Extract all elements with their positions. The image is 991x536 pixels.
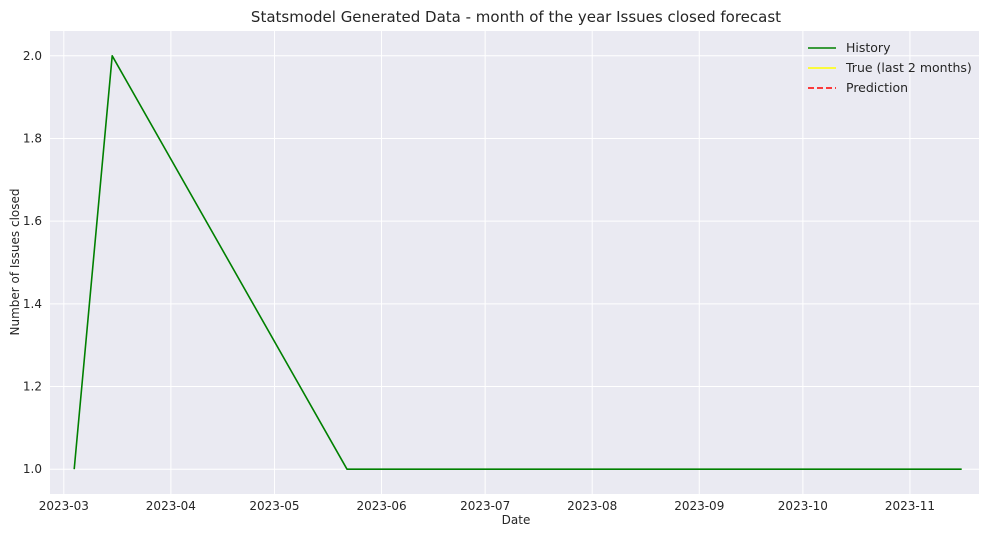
x-axis-label: Date	[502, 513, 531, 527]
y-tick-label: 1.0	[23, 462, 42, 476]
y-tick-label: 1.2	[23, 380, 42, 394]
plot-area	[50, 31, 979, 494]
x-tick-label: 2023-05	[249, 499, 299, 513]
x-tick-label: 2023-09	[674, 499, 724, 513]
x-tick-label: 2023-03	[39, 499, 89, 513]
x-tick-label: 2023-06	[356, 499, 406, 513]
series-line-history	[73, 54, 962, 471]
series-lines	[73, 54, 962, 471]
x-tick-label: 2023-11	[885, 499, 935, 513]
y-tick-label: 1.4	[23, 297, 42, 311]
y-tick-label: 1.8	[23, 131, 42, 145]
legend-entry-label: True (last 2 months)	[845, 60, 972, 75]
legend: History True (last 2 months) Prediction	[808, 40, 972, 95]
x-axis: 2023-03 2023-04 2023-05 2023-06 2023-07 2023-…	[39, 499, 935, 513]
y-axis: 1.0 1.2 1.4 1.6 1.8 2.0	[23, 49, 42, 476]
y-axis-label: Number of Issues closed	[8, 188, 22, 335]
y-tick-label: 1.6	[23, 214, 42, 228]
legend-entry-label: Prediction	[846, 80, 908, 95]
x-tick-label: 2023-07	[460, 499, 510, 513]
y-tick-label: 2.0	[23, 49, 42, 63]
x-tick-label: 2023-04	[146, 499, 196, 513]
legend-entry-label: History	[846, 40, 891, 55]
chart-title: Statsmodel Generated Data - month of the…	[251, 8, 781, 26]
x-tick-label: 2023-08	[567, 499, 617, 513]
x-tick-label: 2023-10	[778, 499, 828, 513]
